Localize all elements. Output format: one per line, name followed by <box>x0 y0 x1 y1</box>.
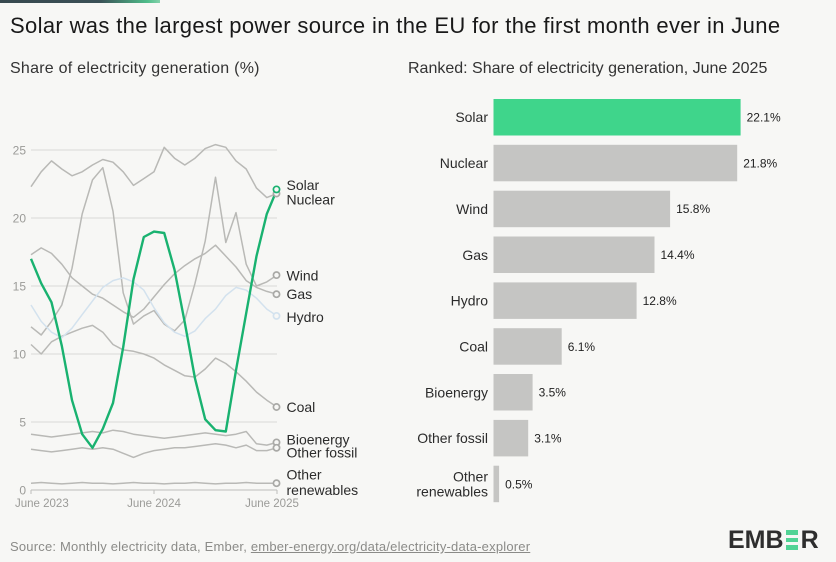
svg-text:Wind: Wind <box>456 201 488 217</box>
svg-text:renewables: renewables <box>287 482 359 498</box>
svg-text:0.5%: 0.5% <box>505 477 533 491</box>
svg-text:Hydro: Hydro <box>287 309 325 325</box>
svg-text:Gas: Gas <box>287 286 313 302</box>
svg-text:renewables: renewables <box>416 484 488 500</box>
svg-text:3.5%: 3.5% <box>539 386 567 400</box>
svg-text:0: 0 <box>19 483 26 497</box>
svg-text:15.8%: 15.8% <box>676 202 710 216</box>
svg-text:15: 15 <box>13 279 27 293</box>
svg-text:Solar: Solar <box>287 177 320 193</box>
svg-text:10: 10 <box>13 347 27 361</box>
svg-text:3.1%: 3.1% <box>534 431 562 445</box>
svg-text:5: 5 <box>19 415 26 429</box>
svg-text:Gas: Gas <box>462 247 488 263</box>
svg-text:Nuclear: Nuclear <box>440 155 489 171</box>
svg-text:Other: Other <box>287 467 322 483</box>
svg-text:22.1%: 22.1% <box>747 111 781 125</box>
svg-text:Wind: Wind <box>287 268 319 284</box>
svg-text:June 2023: June 2023 <box>15 498 69 510</box>
svg-text:Nuclear: Nuclear <box>287 192 336 208</box>
svg-text:Other fossil: Other fossil <box>287 445 358 461</box>
svg-text:June 2025: June 2025 <box>245 498 299 510</box>
svg-text:Coal: Coal <box>459 339 488 355</box>
svg-text:Other fossil: Other fossil <box>417 430 488 446</box>
svg-text:Bioenergy: Bioenergy <box>425 384 488 400</box>
svg-text:6.1%: 6.1% <box>568 340 596 354</box>
svg-text:14.4%: 14.4% <box>661 248 695 262</box>
svg-text:12.8%: 12.8% <box>643 294 677 308</box>
svg-text:Coal: Coal <box>287 399 316 415</box>
svg-text:Bioenergy: Bioenergy <box>287 432 350 448</box>
svg-text:June 2024: June 2024 <box>127 498 181 510</box>
svg-text:Solar: Solar <box>455 109 488 125</box>
svg-text:20: 20 <box>13 211 27 225</box>
svg-text:25: 25 <box>13 143 27 157</box>
svg-text:Hydro: Hydro <box>451 293 489 309</box>
svg-text:Other: Other <box>453 469 488 485</box>
svg-text:21.8%: 21.8% <box>743 156 777 170</box>
